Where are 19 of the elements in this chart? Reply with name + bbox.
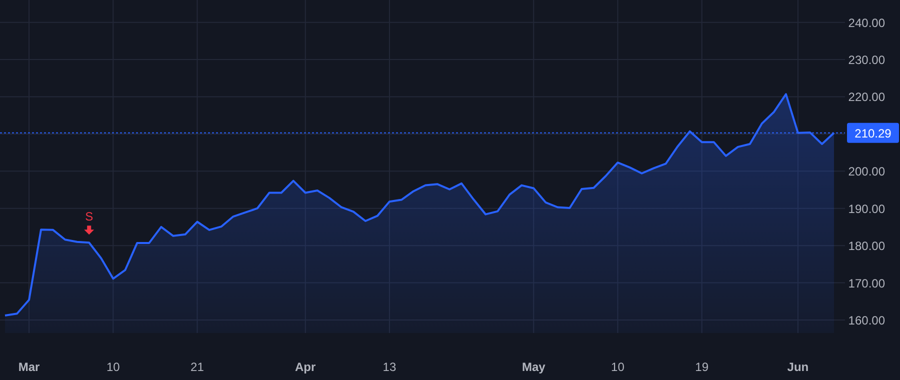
y-tick-label: 230.00 xyxy=(848,53,886,68)
x-tick-label: May xyxy=(522,360,546,374)
y-tick-label: 160.00 xyxy=(848,313,886,328)
annotation: S xyxy=(85,210,94,224)
ref-line-label: 210.29 xyxy=(854,126,892,140)
x-tick-label: 10 xyxy=(106,360,120,374)
y-tick-label: 220.00 xyxy=(848,90,886,104)
y-tick-label: 240.00 xyxy=(848,16,886,30)
y-tick-label: 200.00 xyxy=(848,164,886,179)
x-tick-label: 19 xyxy=(695,360,709,374)
y-tick-label: 190.00 xyxy=(848,202,886,216)
x-tick-label: 13 xyxy=(382,360,396,374)
y-tick-label: 180.00 xyxy=(848,239,886,254)
x-tick-label: Apr xyxy=(295,360,316,374)
x-tick-label: Jun xyxy=(787,360,809,374)
x-tick-label: Mar xyxy=(18,360,40,374)
x-tick-label: 10 xyxy=(611,360,625,374)
y-tick-label: 170.00 xyxy=(848,276,886,290)
x-tick-label: 21 xyxy=(190,360,204,374)
